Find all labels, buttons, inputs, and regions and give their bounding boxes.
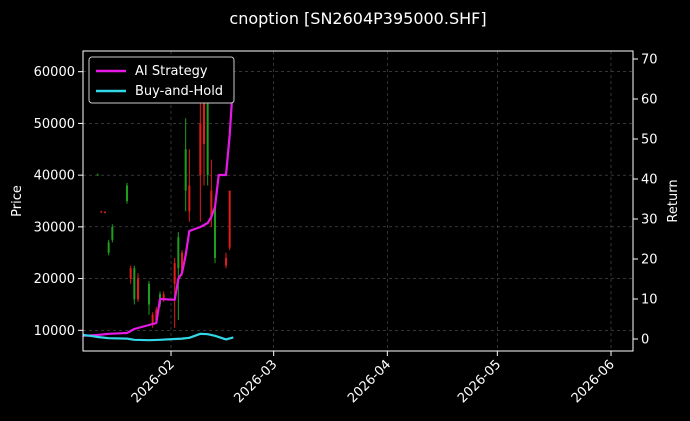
- candle-body: [184, 149, 187, 191]
- y-axis-right: 0 10 20 30 40 50 60 70: [633, 53, 658, 348]
- y-right-tick-label: 60: [641, 93, 658, 108]
- candle-body: [180, 252, 184, 274]
- candle: [188, 149, 191, 222]
- candle-body: [100, 211, 103, 213]
- y-left-tick-label: 40000: [34, 169, 75, 184]
- strategy-lines: [82, 78, 235, 342]
- candle: [133, 265, 136, 305]
- series-line-ai-strategy: [82, 78, 235, 337]
- candle: [151, 312, 154, 328]
- y-right-tick-label: 70: [641, 53, 658, 68]
- candle: [129, 265, 132, 284]
- candle: [103, 211, 107, 214]
- candle: [107, 239, 110, 256]
- candle: [184, 118, 187, 212]
- candle-body: [151, 314, 154, 326]
- plot-frame: [82, 50, 634, 352]
- candle: [202, 87, 206, 186]
- y-axis-left: 10000 20000 30000 40000 50000 60000: [34, 65, 83, 339]
- candle: [213, 203, 217, 264]
- candle: [177, 232, 180, 320]
- y-right-tick-label: 0: [641, 333, 649, 348]
- candle-body: [177, 237, 180, 269]
- y-axis-left-label: Price: [10, 185, 25, 217]
- candle: [111, 224, 114, 243]
- candle: [173, 257, 176, 328]
- series-line-buy-and-hold: [82, 332, 234, 342]
- candle-body: [210, 190, 213, 217]
- candle-body: [147, 283, 151, 305]
- candle-body: [202, 92, 206, 145]
- candle-body: [133, 268, 136, 300]
- candle-body: [162, 294, 165, 300]
- candle-body: [213, 206, 217, 258]
- y-right-tick-label: 10: [641, 293, 658, 308]
- candle-body: [155, 309, 158, 320]
- candle-body: [96, 174, 99, 176]
- candle: [96, 173, 99, 176]
- candle: [228, 190, 231, 251]
- candle-body: [199, 123, 202, 176]
- y-axis-right-label: Return: [666, 179, 681, 222]
- y-left-tick-label: 60000: [34, 65, 75, 80]
- candle-body: [206, 97, 209, 176]
- y-right-tick-label: 30: [641, 213, 658, 228]
- candle: [199, 92, 202, 222]
- candle-body: [173, 263, 176, 284]
- candle-body: [188, 185, 191, 212]
- candle: [206, 92, 209, 186]
- chart-title: cnoption [SN2604P395000.SHF]: [229, 9, 486, 28]
- y-right-tick-label: 50: [641, 133, 658, 148]
- y-left-tick-label: 30000: [34, 220, 75, 235]
- candle: [100, 210, 103, 213]
- candle-body: [228, 190, 231, 248]
- legend-label-ai-strategy: AI Strategy: [135, 64, 208, 79]
- y-left-tick-label: 20000: [34, 272, 75, 287]
- candle: [136, 273, 140, 302]
- y-right-tick-label: 40: [641, 173, 658, 188]
- candle-body: [125, 185, 129, 201]
- legend-label-buy-and-hold: Buy-and-Hold: [135, 84, 223, 99]
- candle-body: [129, 268, 132, 279]
- y-left-tick-label: 50000: [34, 117, 75, 132]
- candle-body: [103, 211, 107, 213]
- candle-body: [107, 242, 110, 253]
- candlesticks: [96, 87, 231, 328]
- y-left-tick-label: 10000: [34, 324, 75, 339]
- y-right-tick-label: 20: [641, 253, 658, 268]
- legend: AI Strategy Buy-and-Hold: [88, 56, 235, 104]
- candle: [224, 252, 228, 269]
- candle: [147, 281, 151, 315]
- candle-body: [224, 257, 228, 266]
- candle-body: [111, 226, 114, 240]
- candle: [125, 182, 129, 204]
- candle-body: [136, 278, 140, 300]
